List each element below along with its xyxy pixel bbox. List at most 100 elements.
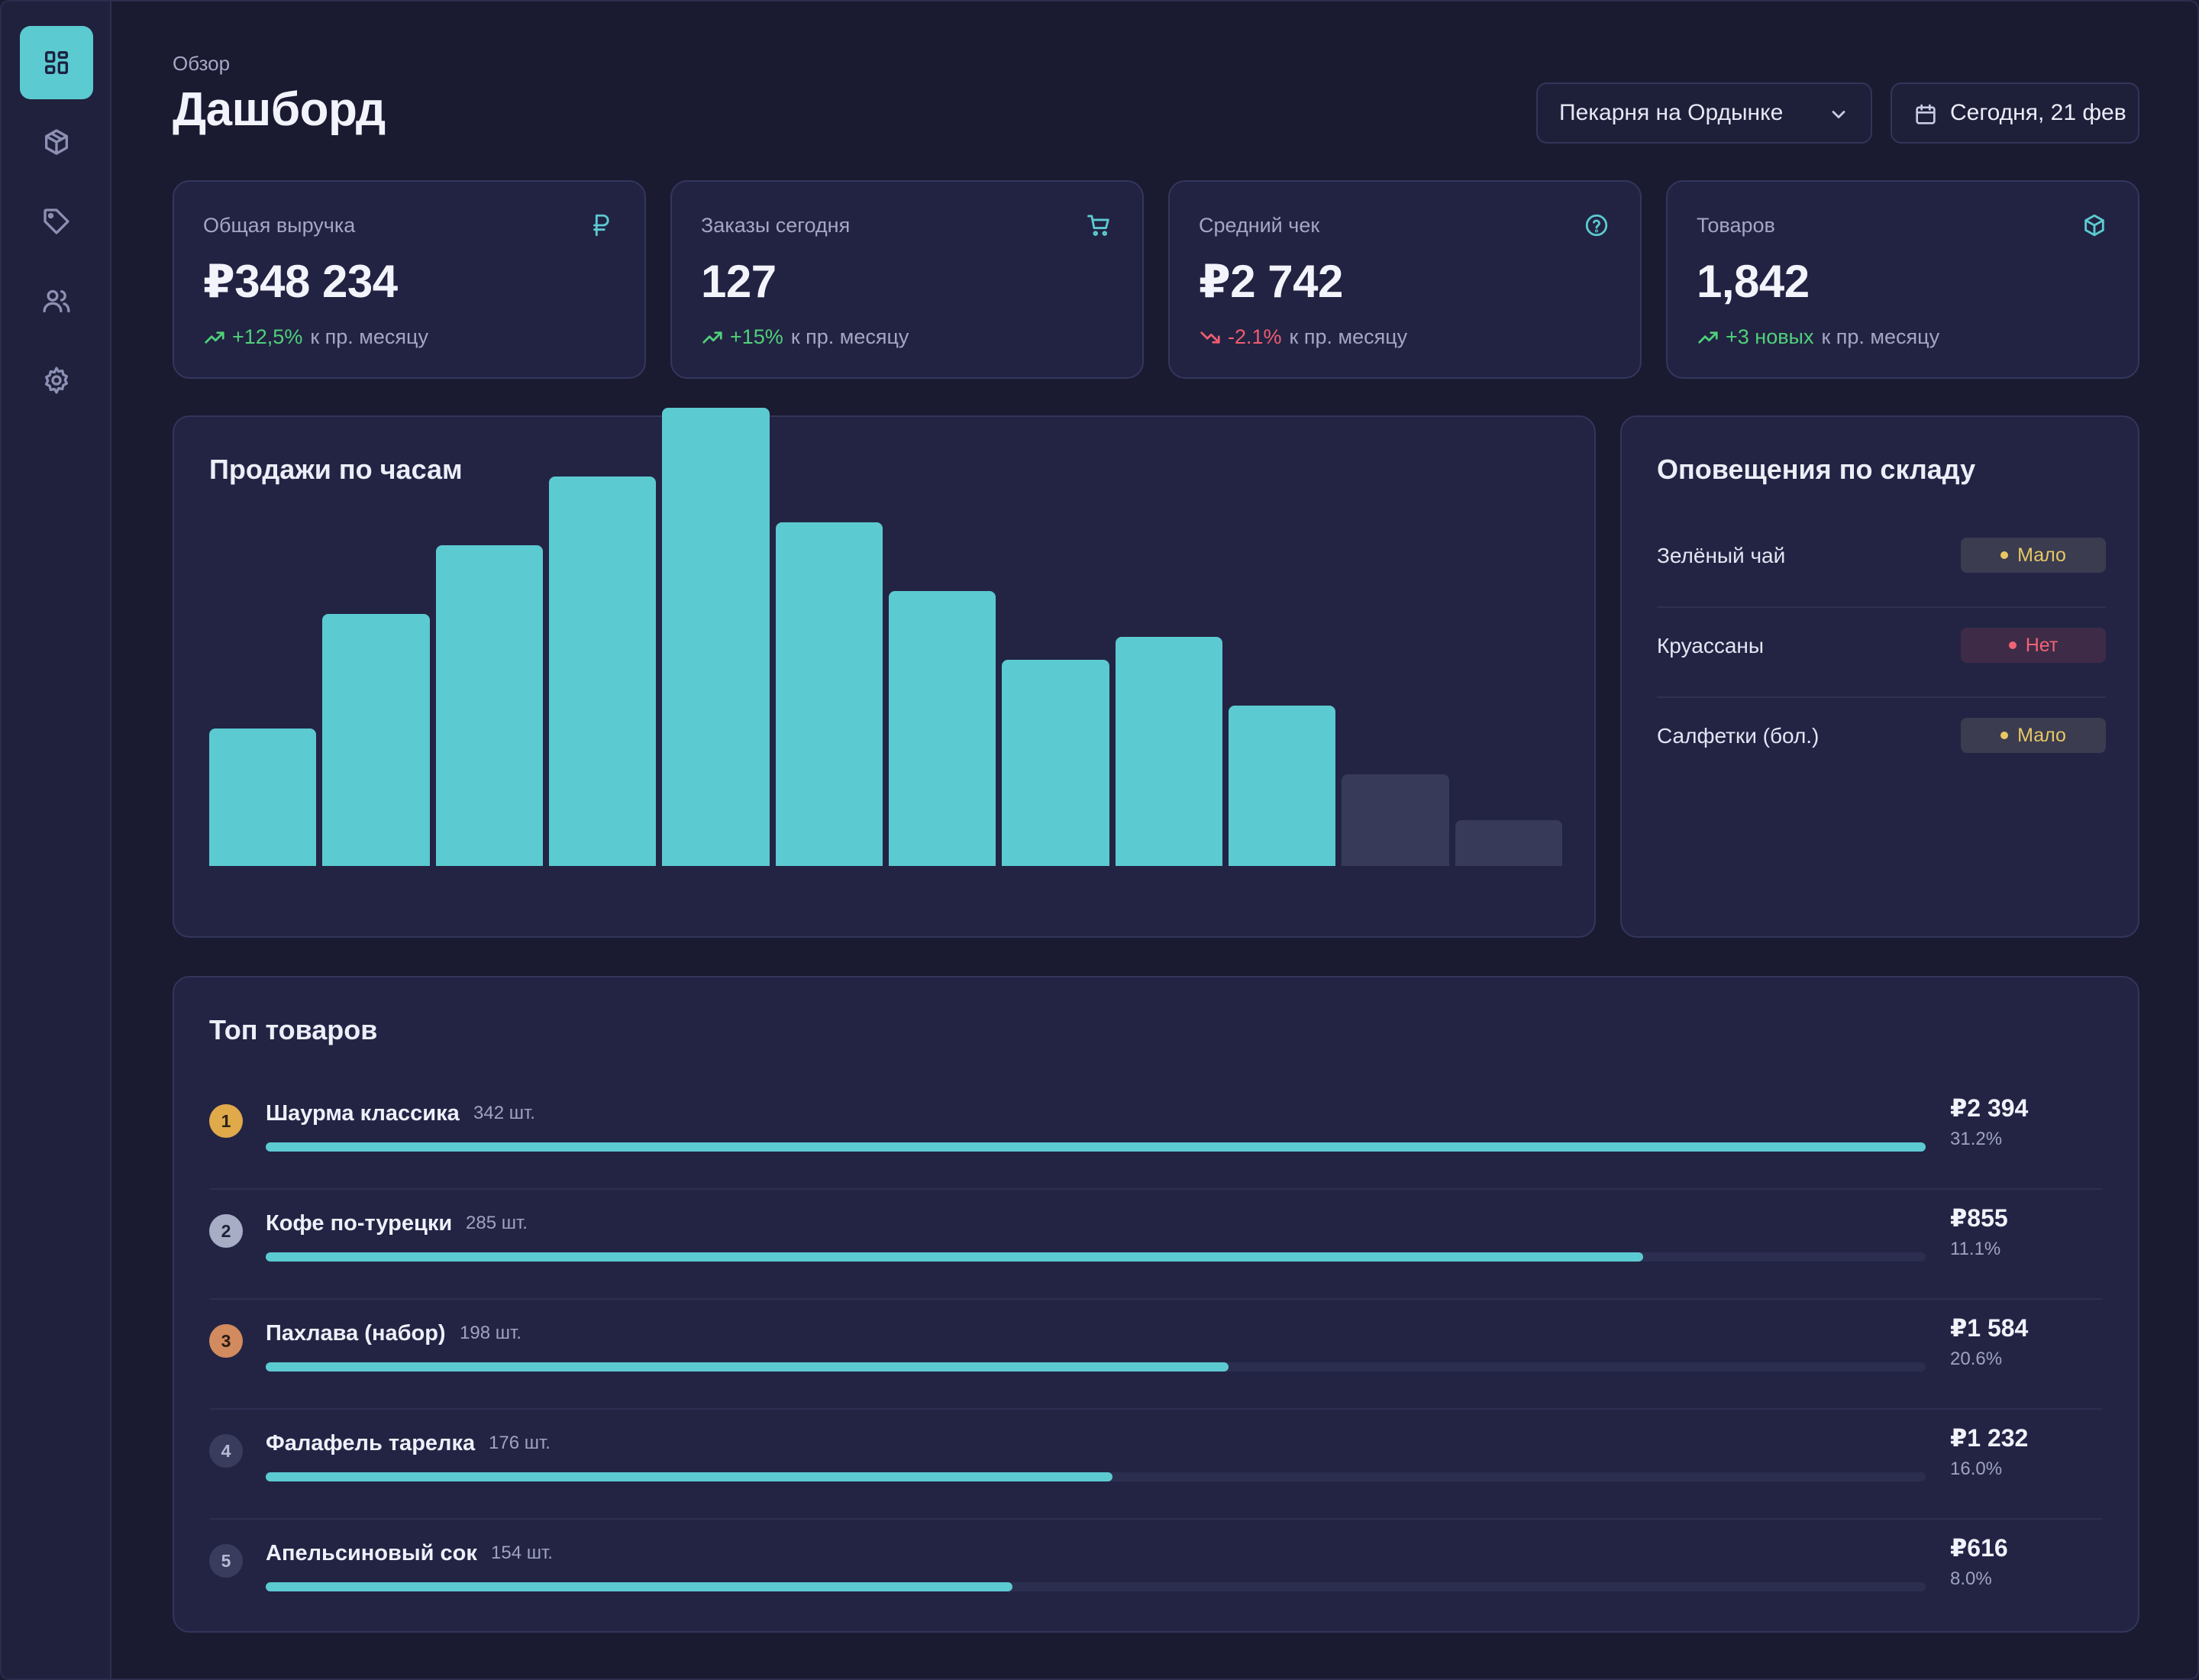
product-revenue: ₽2 394 — [1950, 1094, 2029, 1122]
store-select[interactable]: Пекарня на Ордынке — [1536, 82, 1872, 144]
progress-fill — [266, 1362, 1229, 1371]
sidebar-item-dashboard[interactable] — [20, 26, 93, 99]
product-share: 16.0% — [1950, 1459, 2003, 1479]
sidebar-item-users[interactable] — [20, 264, 93, 338]
alert-row[interactable]: Салфетки (бол.) Мало — [1657, 698, 2106, 788]
status-badge: Мало — [1961, 718, 2106, 753]
product-qty: 154 шт. — [491, 1543, 553, 1563]
trend-up-icon — [702, 331, 722, 344]
tag-icon — [44, 208, 69, 234]
product-qty: 176 шт. — [489, 1433, 551, 1453]
chart-bar — [1455, 820, 1562, 866]
kpi-delta-suffix: к пр. месяцу — [310, 325, 428, 348]
product-name: Кофе по-турецки — [266, 1211, 453, 1236]
divider — [209, 1188, 2103, 1190]
product-qty: 198 шт. — [460, 1323, 521, 1343]
box-icon — [2084, 214, 2104, 237]
alert-row[interactable]: Круассаны Нет — [1657, 608, 2106, 698]
status-badge: Мало — [1961, 538, 2106, 573]
kpi-delta-value: +15% — [730, 325, 783, 348]
rank-badge: 1 — [209, 1104, 243, 1138]
status-badge: Нет — [1961, 628, 2106, 663]
progress-track — [266, 1362, 1926, 1371]
kpi-value: 127 — [701, 256, 777, 307]
chart-bar — [662, 408, 770, 866]
product-row[interactable]: 2 Кофе по-турецки 285 шт. ₽855 11.1% — [209, 1190, 2103, 1300]
kpi-delta: -2.1% к пр. месяцу — [1199, 325, 1407, 349]
chart-bar — [209, 729, 317, 866]
kpi-delta-suffix: к пр. месяцу — [1821, 325, 1940, 348]
status-dot — [2000, 732, 2009, 739]
kpi-card-revenue: Общая выручка ₽348 234 +12,5% к пр. меся… — [173, 180, 646, 379]
product-row[interactable]: 4 Фалафель тарелка 176 шт. ₽1 232 16.0% — [209, 1410, 2103, 1520]
gear-icon — [45, 367, 69, 394]
chart-bar — [1229, 706, 1336, 866]
product-qty: 285 шт. — [466, 1213, 528, 1233]
progress-track — [266, 1252, 1926, 1262]
progress-track — [266, 1142, 1926, 1152]
alert-row[interactable]: Зелёный чай Мало — [1657, 518, 2106, 608]
cart-icon — [1087, 215, 1109, 236]
product-row[interactable]: 5 Апельсиновый сок 154 шт. ₽616 8.0% — [209, 1520, 2103, 1630]
kpi-label: Заказы сегодня — [701, 214, 851, 237]
trend-down-icon — [1200, 331, 1220, 344]
progress-track — [266, 1472, 1926, 1481]
sales-by-hour-panel: Продажи по часам — [173, 408, 1597, 939]
help-circle-icon — [1585, 214, 1608, 237]
chart-bar — [435, 545, 543, 866]
kpi-card-avg-check: Средний чек ₽2 742 -2.1% к пр. месяцу — [1168, 180, 1642, 379]
divider — [1657, 696, 2106, 698]
kpi-value: ₽2 742 — [1199, 256, 1343, 307]
product-row[interactable]: 3 Пахлава (набор) 198 шт. ₽1 584 20.6% — [209, 1300, 2103, 1410]
product-revenue: ₽855 — [1950, 1204, 2008, 1232]
chart-bar — [1342, 774, 1449, 866]
trend-up-icon — [205, 331, 224, 344]
chart-bar — [775, 522, 883, 866]
top-products-panel: Топ товаров 1 Шаурма классика 342 шт. ₽2… — [173, 976, 2139, 1633]
chart-title: Продажи по часам — [209, 454, 463, 485]
alerts-title: Оповещения по складу — [1657, 454, 1976, 485]
status-label: Мало — [2017, 724, 2066, 746]
sidebar-item-settings[interactable] — [20, 344, 93, 417]
kpi-delta: +15% к пр. месяцу — [701, 325, 909, 349]
chart-bar — [1002, 660, 1109, 866]
progress-fill — [266, 1582, 1013, 1591]
sidebar-item-products[interactable] — [20, 105, 93, 179]
progress-fill — [266, 1472, 1112, 1481]
kpi-label: Средний чек — [1199, 214, 1320, 237]
kpi-card-products: Товаров 1,842 +3 новых к пр. месяцу — [1666, 180, 2139, 379]
rank-badge: 3 — [209, 1324, 243, 1358]
rank-badge: 2 — [209, 1214, 243, 1248]
kpi-label: Товаров — [1697, 214, 1775, 237]
divider — [209, 1518, 2103, 1520]
status-dot — [2008, 641, 2017, 649]
product-revenue: ₽1 584 — [1950, 1314, 2029, 1342]
page-title: Дашборд — [173, 83, 386, 136]
rank-badge: 5 — [209, 1544, 243, 1578]
kpi-value: ₽348 234 — [203, 256, 398, 307]
sidebar-item-tags[interactable] — [20, 185, 93, 258]
status-label: Мало — [2017, 544, 2066, 566]
product-name: Шаурма классика — [266, 1101, 460, 1126]
kpi-delta-value: +12,5% — [232, 325, 303, 348]
date-picker-button[interactable]: Сегодня, 21 фев — [1891, 82, 2139, 144]
product-name: Апельсиновый сок — [266, 1541, 477, 1565]
top-products-title: Топ товаров — [209, 1014, 378, 1045]
date-button-label: Сегодня, 21 фев — [1950, 100, 2126, 125]
progress-fill — [266, 1252, 1644, 1262]
product-share: 20.6% — [1950, 1349, 2003, 1369]
ruble-icon — [593, 214, 609, 237]
calendar-icon — [1916, 104, 1936, 124]
product-name: Фалафель тарелка — [266, 1431, 476, 1455]
divider — [209, 1408, 2103, 1410]
product-share: 11.1% — [1950, 1239, 2001, 1259]
kpi-label: Общая выручка — [203, 214, 356, 237]
sales-bar-chart — [174, 408, 1597, 939]
kpi-delta: +12,5% к пр. месяцу — [203, 325, 428, 349]
chart-bar — [322, 614, 430, 866]
stock-alerts-panel: Оповещения по складу Зелёный чай Мало Кр… — [1620, 415, 2139, 938]
kpi-delta: +3 новых к пр. месяцу — [1697, 325, 1939, 349]
product-row[interactable]: 1 Шаурма классика 342 шт. ₽2 394 31.2% — [209, 1080, 2103, 1190]
box-icon — [45, 129, 69, 155]
kpi-delta-suffix: к пр. месяцу — [790, 325, 909, 348]
